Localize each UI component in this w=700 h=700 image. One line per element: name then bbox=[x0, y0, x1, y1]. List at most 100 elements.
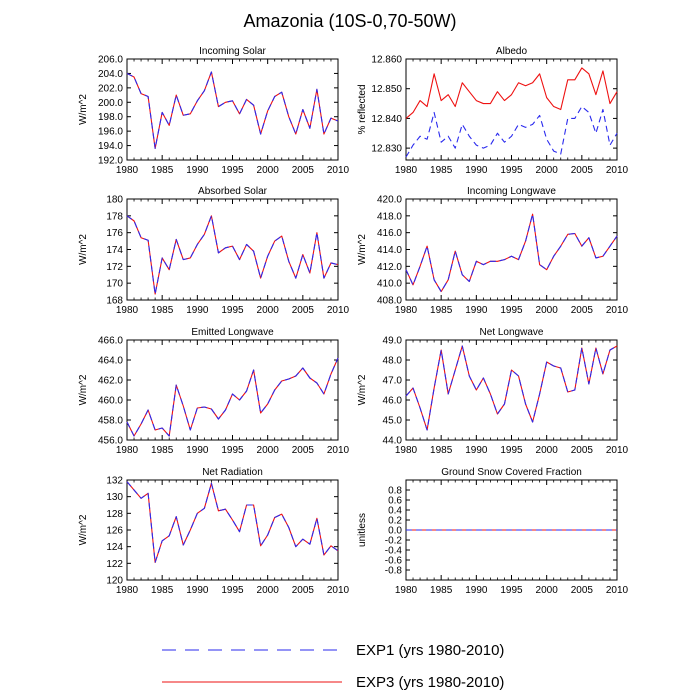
y-tick-label-ground-snow-covered-fraction: -0.6 bbox=[385, 556, 403, 567]
y-tick-label-incoming-solar: 192.0 bbox=[98, 156, 123, 167]
y-tick-label-incoming-longwave: 420.0 bbox=[377, 195, 402, 206]
y-axis-label-albedo: % reflected bbox=[357, 84, 368, 134]
x-tick-label-incoming-solar: 1990 bbox=[186, 165, 209, 176]
x-tick-label-albedo: 2010 bbox=[606, 165, 629, 176]
y-tick-label-albedo: 12.850 bbox=[371, 84, 402, 95]
series-line-exp3-emitted-longwave bbox=[126, 357, 339, 437]
x-tick-label-absorbed-solar: 1980 bbox=[116, 305, 139, 316]
series-line-exp1-absorbed-solar bbox=[126, 215, 339, 295]
x-tick-label-net-longwave: 2010 bbox=[606, 445, 629, 456]
plot-frame-incoming-solar bbox=[126, 58, 339, 161]
y-tick-label-emitted-longwave: 464.0 bbox=[98, 356, 123, 367]
figure-title: Amazonia (10S-0,70-50W) bbox=[243, 11, 456, 31]
chart-ground-snow-covered-fraction: Ground Snow Covered Fraction unitless -0.8… bbox=[357, 467, 629, 596]
y-tick-label-net-longwave: 45.0 bbox=[383, 416, 403, 427]
chart-incoming-solar: Incoming Solar W/m^2 192.0 194.0 196.0 198.0 2… bbox=[78, 46, 350, 176]
y-tick-label-net-longwave: 48.0 bbox=[383, 356, 403, 367]
chart-title-incoming-solar: Incoming Solar bbox=[199, 46, 266, 57]
y-tick-label-ground-snow-covered-fraction: 0.8 bbox=[388, 486, 402, 497]
plot-frame-emitted-longwave bbox=[126, 339, 339, 441]
y-tick-label-incoming-solar: 204.0 bbox=[98, 69, 123, 80]
y-tick-label-net-radiation: 130 bbox=[106, 492, 123, 503]
y-tick-label-net-radiation: 132 bbox=[106, 476, 123, 487]
x-tick-label-net-radiation: 2010 bbox=[327, 585, 350, 596]
y-tick-label-absorbed-solar: 178 bbox=[106, 211, 123, 222]
y-tick-label-net-radiation: 124 bbox=[106, 542, 123, 553]
y-axis-label-incoming-longwave: W/m^2 bbox=[357, 234, 368, 265]
y-tick-label-incoming-longwave: 410.0 bbox=[377, 279, 402, 290]
chart-net-radiation: Net Radiation W/m^2 120 122 124 126 128 130 132 1… bbox=[78, 467, 350, 596]
x-tick-label-albedo: 1990 bbox=[465, 165, 488, 176]
x-tick-label-net-radiation: 2000 bbox=[257, 585, 280, 596]
chart-absorbed-solar: Absorbed Solar W/m^2 168 170 172 174 176 178 180… bbox=[78, 186, 350, 316]
y-axis-label-incoming-solar: W/m^2 bbox=[78, 94, 89, 125]
y-tick-label-ground-snow-covered-fraction: 0.4 bbox=[388, 506, 402, 517]
y-tick-label-absorbed-solar: 170 bbox=[106, 279, 123, 290]
series-line-exp1-net-longwave bbox=[405, 345, 618, 431]
chart-title-incoming-longwave: Incoming Longwave bbox=[467, 186, 556, 197]
y-tick-label-emitted-longwave: 458.0 bbox=[98, 416, 123, 427]
series-line-exp1-incoming-longwave bbox=[405, 213, 618, 293]
y-tick-label-incoming-solar: 202.0 bbox=[98, 83, 123, 94]
y-tick-label-incoming-solar: 200.0 bbox=[98, 98, 123, 109]
x-tick-label-net-radiation: 2005 bbox=[292, 585, 315, 596]
x-tick-label-ground-snow-covered-fraction: 1980 bbox=[395, 585, 418, 596]
x-tick-label-absorbed-solar: 2000 bbox=[257, 305, 280, 316]
x-tick-label-incoming-longwave: 1985 bbox=[430, 305, 453, 316]
x-tick-label-ground-snow-covered-fraction: 2005 bbox=[571, 585, 594, 596]
x-tick-label-absorbed-solar: 1985 bbox=[151, 305, 174, 316]
x-tick-label-albedo: 1995 bbox=[500, 165, 523, 176]
legend-label-exp1: EXP1 (yrs 1980-2010) bbox=[356, 642, 504, 659]
chart-title-emitted-longwave: Emitted Longwave bbox=[191, 327, 274, 338]
plot-frame-absorbed-solar bbox=[126, 198, 339, 301]
chart-emitted-longwave: Emitted Longwave W/m^2 456.0 458.0 460.0 462.… bbox=[78, 327, 350, 456]
x-tick-label-emitted-longwave: 2005 bbox=[292, 445, 315, 456]
y-tick-label-emitted-longwave: 466.0 bbox=[98, 336, 123, 347]
y-tick-label-ground-snow-covered-fraction: -0.2 bbox=[385, 536, 403, 547]
y-tick-label-absorbed-solar: 172 bbox=[106, 262, 123, 273]
chart-net-longwave: Net Longwave W/m^2 44.0 45.0 46.0 47.0 48.0 49.… bbox=[357, 327, 629, 456]
y-tick-label-incoming-solar: 196.0 bbox=[98, 127, 123, 138]
x-tick-label-net-radiation: 1995 bbox=[221, 585, 244, 596]
y-tick-label-ground-snow-covered-fraction: 0.6 bbox=[388, 496, 402, 507]
y-tick-label-absorbed-solar: 176 bbox=[106, 228, 123, 239]
chart-title-ground-snow-covered-fraction: Ground Snow Covered Fraction bbox=[441, 467, 582, 478]
x-tick-label-incoming-solar: 1980 bbox=[116, 165, 139, 176]
series-line-exp3-net-longwave bbox=[405, 345, 618, 431]
series-line-exp1-net-radiation bbox=[126, 481, 339, 564]
x-tick-label-incoming-solar: 2000 bbox=[257, 165, 280, 176]
series-line-exp1-emitted-longwave bbox=[126, 357, 339, 437]
plot-frame-net-radiation bbox=[126, 479, 339, 581]
series-line-exp3-albedo bbox=[405, 67, 618, 119]
x-tick-label-incoming-longwave: 2010 bbox=[606, 305, 629, 316]
y-tick-label-net-longwave: 49.0 bbox=[383, 336, 403, 347]
x-tick-label-ground-snow-covered-fraction: 2010 bbox=[606, 585, 629, 596]
chart-title-net-radiation: Net Radiation bbox=[202, 467, 263, 478]
chart-title-albedo: Albedo bbox=[496, 46, 528, 57]
y-tick-label-emitted-longwave: 462.0 bbox=[98, 376, 123, 387]
x-tick-label-incoming-longwave: 2005 bbox=[571, 305, 594, 316]
x-tick-label-emitted-longwave: 1980 bbox=[116, 445, 139, 456]
y-axis-label-emitted-longwave: W/m^2 bbox=[78, 374, 89, 405]
x-tick-label-net-longwave: 1990 bbox=[465, 445, 488, 456]
x-tick-label-albedo: 2005 bbox=[571, 165, 594, 176]
x-tick-label-incoming-longwave: 1990 bbox=[465, 305, 488, 316]
x-tick-label-incoming-solar: 2005 bbox=[292, 165, 315, 176]
y-tick-label-incoming-solar: 206.0 bbox=[98, 55, 123, 66]
legend: EXP1 (yrs 1980-2010) EXP3 (yrs 1980-2010… bbox=[162, 642, 504, 691]
series-line-exp1-incoming-solar bbox=[126, 71, 339, 150]
x-tick-label-net-radiation: 1985 bbox=[151, 585, 174, 596]
y-tick-label-incoming-longwave: 412.0 bbox=[377, 262, 402, 273]
y-tick-label-ground-snow-covered-fraction: 0.2 bbox=[388, 516, 402, 527]
x-tick-label-emitted-longwave: 1990 bbox=[186, 445, 209, 456]
y-tick-label-absorbed-solar: 168 bbox=[106, 296, 123, 307]
series-line-exp3-absorbed-solar bbox=[126, 215, 339, 295]
y-tick-label-net-radiation: 120 bbox=[106, 576, 123, 587]
x-tick-label-emitted-longwave: 2000 bbox=[257, 445, 280, 456]
x-tick-label-net-longwave: 1995 bbox=[500, 445, 523, 456]
y-tick-label-net-radiation: 122 bbox=[106, 559, 123, 570]
y-axis-label-absorbed-solar: W/m^2 bbox=[78, 234, 89, 265]
series-line-exp3-incoming-longwave bbox=[405, 213, 618, 293]
y-axis-label-net-longwave: W/m^2 bbox=[357, 374, 368, 405]
